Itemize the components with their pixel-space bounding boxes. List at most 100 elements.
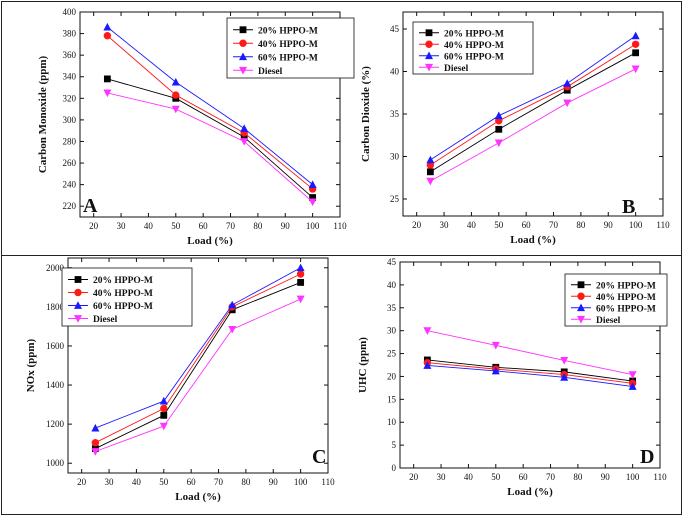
y-tick-label: 340 — [63, 72, 77, 82]
x-tick-label: 80 — [241, 477, 251, 487]
data-point — [91, 448, 100, 456]
series-line — [430, 52, 636, 173]
x-tick-label: 70 — [214, 477, 224, 487]
data-point — [426, 168, 434, 176]
data-point — [563, 99, 572, 108]
legend-label: 40% HPPO-M — [93, 289, 153, 299]
data-point — [160, 411, 168, 419]
y-tick-label: 1000 — [46, 458, 65, 468]
y-tick-label: 220 — [63, 201, 77, 211]
legend-marker — [239, 26, 247, 34]
data-point — [91, 439, 100, 447]
x-tick-label: 50 — [159, 477, 169, 487]
data-point — [308, 198, 317, 207]
y-tick-label: 360 — [63, 50, 77, 60]
x-tick-label: 100 — [306, 221, 320, 231]
legend-label: 60% HPPO-M — [444, 52, 504, 62]
y-axis-label: UHC (ppm) — [357, 337, 369, 393]
x-tick-label: 70 — [546, 472, 556, 482]
row-divider — [2, 255, 682, 256]
legend-label: Diesel — [93, 315, 118, 325]
x-tick-label: 100 — [626, 472, 640, 482]
y-tick-label: 1400 — [46, 380, 65, 390]
y-tick-label: 380 — [63, 29, 77, 39]
y-tick-label: 280 — [63, 136, 77, 146]
y-tick-label: 320 — [63, 93, 77, 103]
y-tick-label: 1600 — [46, 341, 65, 351]
x-tick-label: 80 — [576, 220, 586, 230]
legend-label: 20% HPPO-M — [596, 281, 656, 291]
data-point — [494, 111, 503, 120]
y-tick-label: 25 — [387, 349, 397, 359]
data-point — [426, 177, 435, 186]
x-tick-label: 60 — [199, 221, 209, 231]
series-line — [107, 78, 313, 198]
data-point — [631, 40, 640, 48]
data-point — [240, 138, 249, 146]
panel-letter: C — [312, 446, 326, 468]
y-tick-label: 5 — [392, 440, 397, 450]
x-tick-label: 50 — [171, 221, 181, 231]
x-tick-label: 50 — [491, 472, 501, 482]
panel-letter: B — [622, 196, 635, 218]
legend-marker — [577, 281, 585, 289]
legend-marker — [577, 315, 585, 324]
plot-area — [79, 11, 341, 218]
plot-area — [67, 257, 329, 474]
data-point — [160, 404, 168, 413]
x-tick-label: 90 — [281, 221, 291, 231]
data-point — [228, 325, 237, 334]
data-point — [159, 422, 168, 431]
series-line — [427, 330, 633, 376]
legend-marker — [577, 303, 585, 312]
data-point — [240, 133, 248, 141]
x-axis-label: Load (%) — [187, 235, 233, 247]
series-line — [427, 362, 633, 384]
data-point — [103, 89, 112, 98]
y-tick-label: 1800 — [46, 302, 65, 312]
series-line — [107, 92, 313, 203]
data-point — [491, 366, 500, 375]
data-point — [103, 22, 112, 31]
series-line — [427, 365, 633, 387]
series-line — [430, 68, 636, 182]
x-tick-label: 30 — [105, 477, 115, 487]
data-point — [563, 79, 572, 87]
y-tick-label: 20 — [387, 371, 397, 381]
legend-marker — [425, 40, 433, 48]
y-tick-label: 400 — [63, 7, 77, 17]
legend-label: 40% HPPO-M — [258, 40, 318, 50]
legend-marker — [425, 63, 433, 72]
panel-letter: D — [640, 446, 654, 468]
x-tick-label: 40 — [132, 477, 142, 487]
data-point — [308, 180, 317, 189]
legend-label: 40% HPPO-M — [444, 41, 504, 51]
data-point — [297, 279, 305, 286]
data-point — [296, 263, 305, 272]
legend-label: 40% HPPO-M — [596, 293, 656, 303]
plot-area — [399, 261, 661, 469]
series-line — [95, 267, 301, 429]
x-tick-label: 20 — [409, 472, 419, 482]
legend-marker — [74, 315, 82, 323]
x-tick-label: 100 — [629, 220, 643, 230]
x-tick-label: 110 — [333, 221, 347, 231]
legend-label: 20% HPPO-M — [258, 26, 318, 36]
x-axis-label: Load (%) — [175, 491, 221, 503]
data-point — [423, 361, 432, 369]
data-point — [494, 139, 503, 148]
legend-box — [412, 21, 534, 75]
x-tick-label: 110 — [653, 472, 667, 482]
data-point — [560, 373, 569, 381]
data-point — [632, 49, 640, 57]
legend-label: 60% HPPO-M — [258, 53, 318, 63]
series-line — [107, 35, 313, 190]
x-tick-label: 70 — [226, 221, 236, 231]
x-tick-label: 60 — [187, 477, 197, 487]
data-point — [631, 31, 640, 40]
legend-label: Diesel — [596, 316, 621, 326]
legend-label: Diesel — [258, 67, 283, 77]
x-tick-label: 50 — [494, 220, 504, 230]
